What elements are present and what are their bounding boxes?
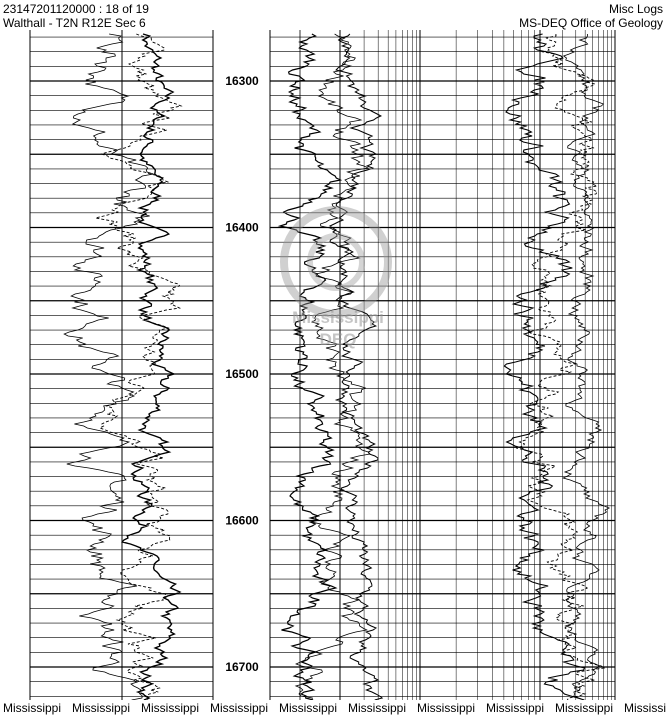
depth-label: 16600 — [225, 514, 259, 528]
log-curve — [63, 33, 154, 701]
footer-text: Mississippi — [624, 701, 666, 715]
watermark-text: Mississippi — [292, 308, 384, 327]
depth-labels: 16300 16400 16500 16600 16700 — [225, 74, 259, 674]
header-text: Misc Logs — [609, 2, 663, 16]
footer: Mississippi Mississippi Mississippi Mississ… — [3, 701, 666, 715]
log-curve — [329, 33, 384, 701]
footer-text: Mississippi — [417, 701, 475, 715]
log-curve — [121, 33, 182, 701]
footer-text: Mississippi — [141, 701, 199, 715]
depth-label: 16300 — [225, 74, 259, 88]
log-curve — [516, 33, 606, 701]
footer-text: Mississippi — [3, 701, 61, 715]
log-curve — [294, 33, 371, 701]
footer-text: Mississippi — [210, 701, 268, 715]
log-curve — [562, 33, 611, 701]
header-bg — [0, 0, 666, 30]
watermark-ring — [280, 206, 392, 318]
header-text: Walthall - T2N R12E Sec 6 — [3, 16, 146, 30]
footer-text: Mississippi — [279, 701, 337, 715]
footer-text: Mississippi — [486, 701, 544, 715]
header-text: MS-DEQ Office of Geology — [519, 16, 663, 30]
watermark-ring — [307, 233, 365, 291]
footer-text: Mississippi — [72, 701, 130, 715]
log-curve — [277, 33, 343, 701]
log-curves — [63, 33, 611, 701]
header-text: 23147201120000 : 18 of 19 — [3, 2, 149, 16]
depth-label: 16700 — [225, 660, 259, 674]
watermark-text: DEQ — [320, 330, 357, 349]
depth-label: 16500 — [225, 367, 259, 381]
log-grid — [29, 30, 616, 700]
log-curve — [503, 33, 586, 701]
footer-text: Mississippi — [348, 701, 406, 715]
depth-label: 16400 — [225, 221, 259, 235]
watermark: Mississippi DEQ — [280, 206, 392, 349]
footer-bg — [0, 700, 666, 715]
footer-text: Mississippi — [555, 701, 613, 715]
